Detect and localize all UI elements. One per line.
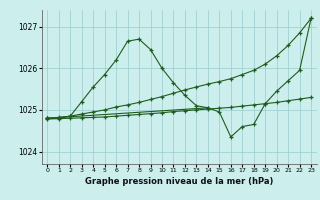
X-axis label: Graphe pression niveau de la mer (hPa): Graphe pression niveau de la mer (hPa) [85, 177, 273, 186]
